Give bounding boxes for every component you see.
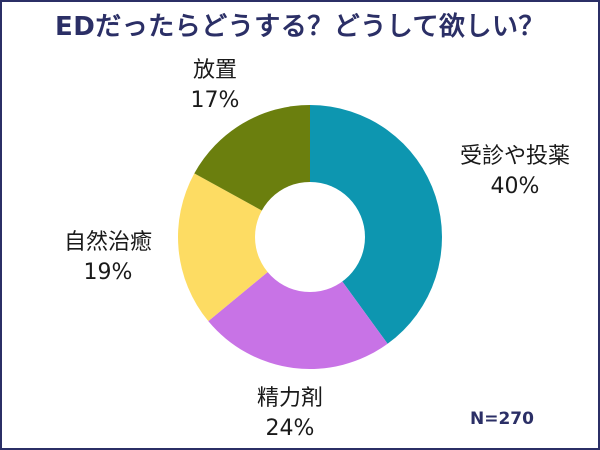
slice-name: 放置 — [192, 58, 237, 83]
slice-name: 精力剤 — [256, 386, 323, 411]
sample-size-label: N=270 — [470, 409, 534, 429]
slice-tonic — [208, 237, 388, 369]
slice-label-consult: 受診や投薬 40% — [440, 142, 590, 202]
slice-percent: 17% — [190, 88, 240, 113]
slice-label-natural: 自然治癒 19% — [38, 228, 178, 288]
slice-label-neglect: 放置 17% — [145, 56, 285, 116]
slice-name: 受診や投薬 — [459, 144, 570, 169]
slice-name: 自然治癒 — [63, 230, 152, 255]
slice-natural — [178, 173, 310, 322]
slice-percent: 40% — [490, 174, 540, 199]
slice-consult — [310, 105, 443, 344]
slice-percent: 19% — [83, 260, 133, 285]
chart-title: EDだったらどうする？どうして欲しい？ — [54, 12, 546, 42]
donut-hole — [255, 182, 365, 292]
slice-label-tonic: 精力剤 24% — [215, 384, 365, 444]
slice-percent: 24% — [265, 416, 315, 441]
